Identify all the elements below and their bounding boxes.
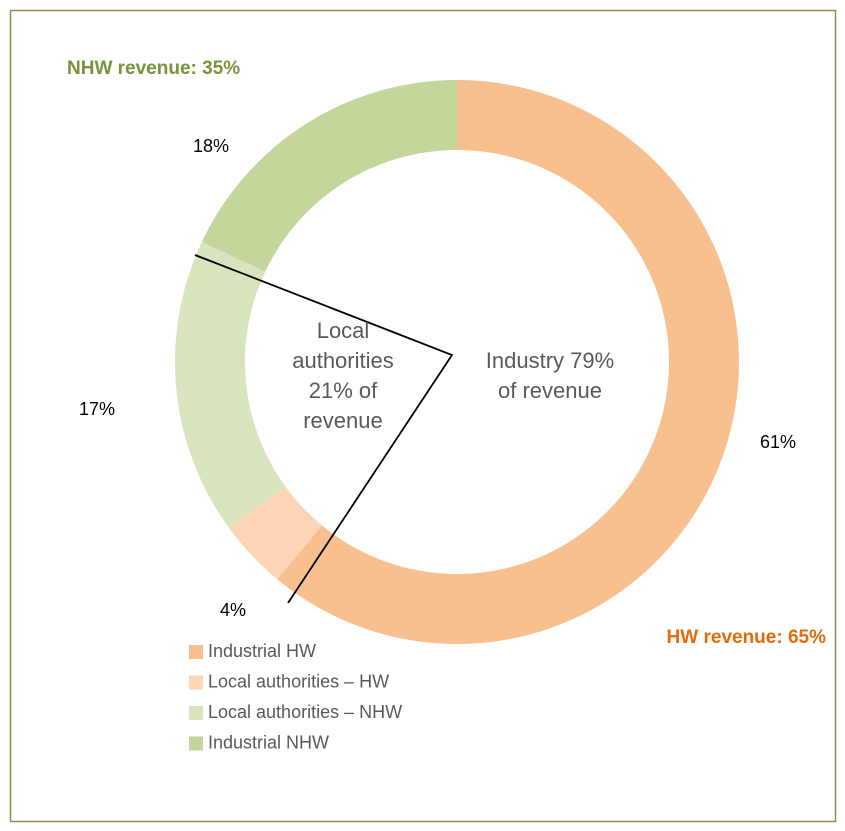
donut — [175, 80, 739, 644]
center-label: 21% of — [309, 378, 378, 403]
slice — [277, 80, 739, 644]
data-label: 61% — [760, 432, 796, 452]
data-label: 18% — [193, 136, 229, 156]
legend-swatch — [189, 736, 203, 751]
data-label: 4% — [220, 600, 246, 620]
divider-line — [194, 254, 454, 604]
slice — [175, 241, 286, 528]
legend-swatch — [189, 706, 203, 720]
center-label: Industry 79% — [486, 348, 614, 373]
slice — [228, 486, 322, 580]
center-label: of revenue — [498, 378, 602, 403]
annotation: NHW revenue: 35% — [67, 58, 240, 79]
annotation: HW revenue: 65% — [667, 627, 827, 648]
slice — [201, 80, 457, 272]
legend-label: Local authorities – HW — [208, 671, 389, 691]
legend-swatch — [189, 675, 203, 690]
data-label: 17% — [79, 399, 115, 419]
legend-swatch — [189, 645, 203, 659]
legend-label: Local authorities – NHW — [208, 702, 402, 722]
center-label: Local — [317, 318, 370, 343]
center-label: revenue — [303, 408, 383, 433]
legend-label: Industrial NHW — [208, 732, 329, 752]
legend-label: Industrial HW — [208, 641, 316, 661]
center-label: authorities — [292, 348, 394, 373]
